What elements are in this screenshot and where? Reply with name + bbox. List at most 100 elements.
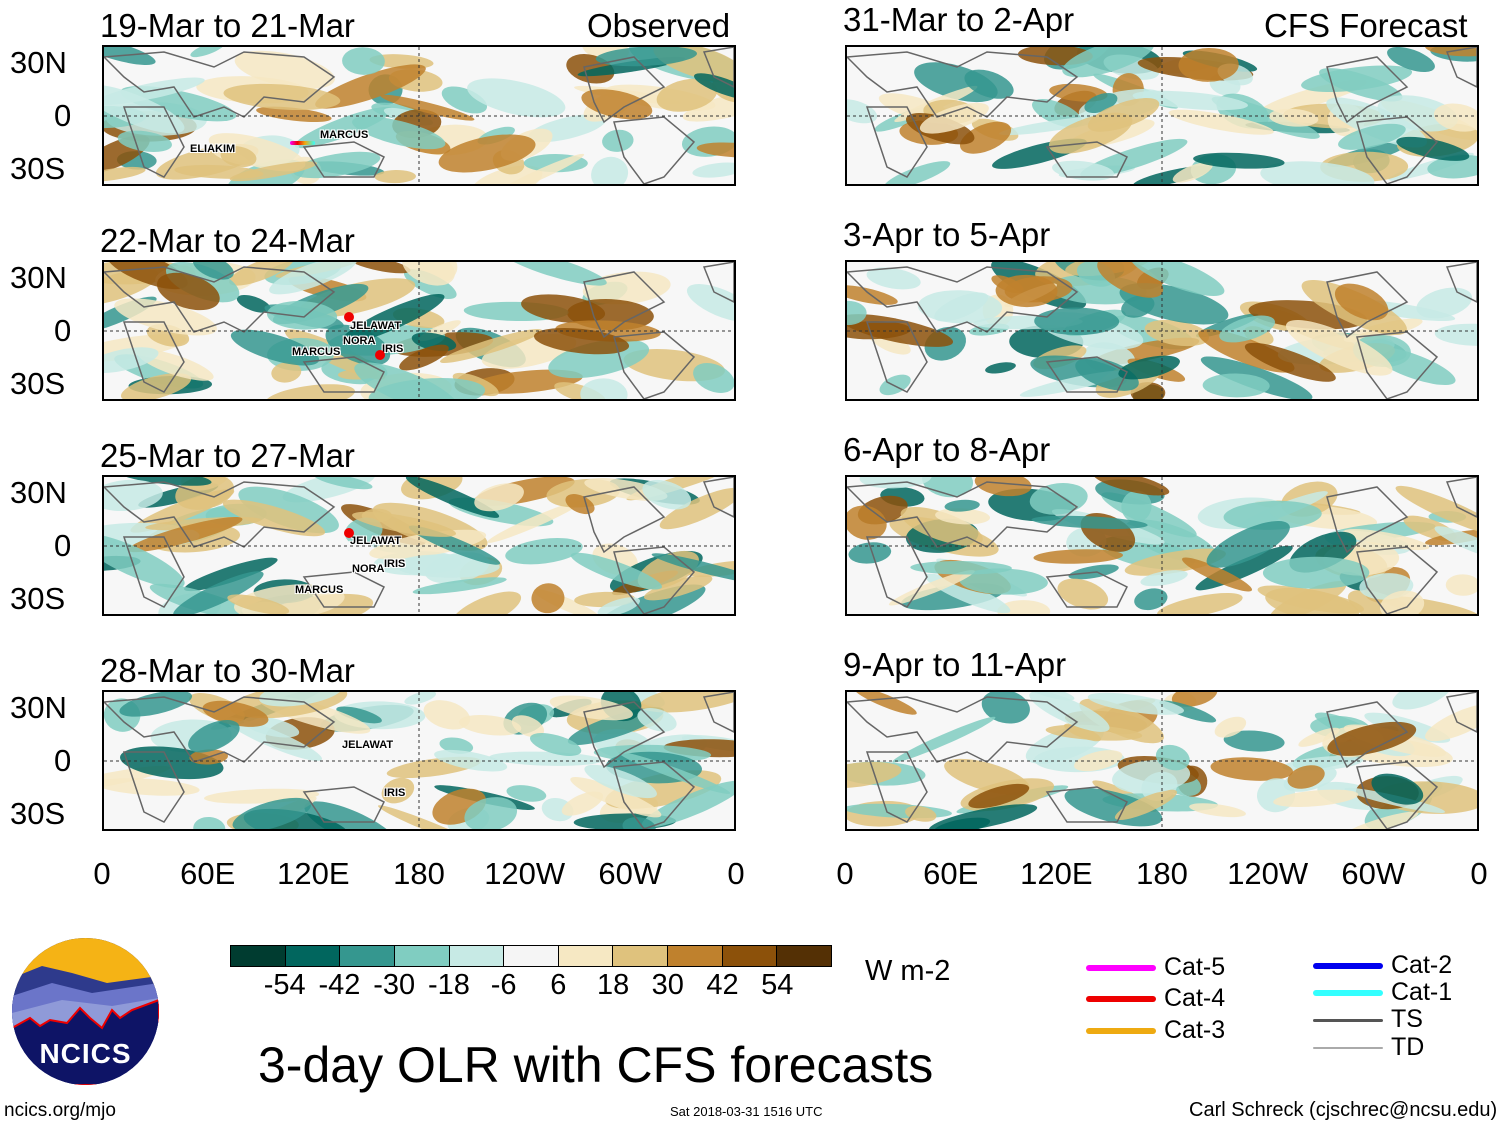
olr-anomaly-blob (1168, 109, 1274, 135)
legend-line-ts (1313, 1018, 1383, 1022)
storm-label: ELIAKIM (190, 143, 236, 155)
coastline (847, 696, 1079, 763)
olr-anomaly-blob (531, 583, 565, 614)
olr-anomaly-blob (847, 99, 878, 124)
olr-anomaly-blob (188, 720, 240, 753)
olr-anomaly-blob (580, 378, 628, 399)
coastline (1445, 692, 1477, 733)
lon-tick-label: 60E (923, 856, 979, 891)
logo-text: NCICS (39, 1038, 132, 1069)
olr-anomaly-blob (269, 262, 358, 295)
olr-anomaly-blob (1260, 161, 1375, 184)
olr-anomaly-blob (173, 571, 264, 614)
olr-anomaly-blob (853, 692, 917, 715)
coastline (1445, 47, 1477, 88)
colorbar-label: 54 (761, 969, 794, 1001)
olr-anomaly-blob (1434, 323, 1477, 346)
panel-date: 31-Mar to 2-Apr (843, 1, 1075, 38)
olr-anomaly-blob (236, 294, 271, 313)
colorbar-swatch (613, 946, 669, 966)
olr-anomaly-blob (1064, 787, 1163, 827)
coastline (865, 751, 928, 823)
coastline (1045, 786, 1129, 823)
lat-tick-label: 0 (54, 313, 72, 348)
olr-anomaly-blob (656, 78, 718, 112)
olr-anomaly-blob (1287, 765, 1325, 789)
olr-anomaly-map (104, 692, 734, 829)
coastline (1045, 141, 1129, 178)
storm-label: IRIS (384, 787, 406, 799)
map-panel (845, 260, 1479, 401)
olr-anomaly-blob (229, 161, 317, 182)
olr-anomaly-blob (1285, 319, 1393, 376)
olr-anomaly-blob (1031, 515, 1148, 529)
olr-anomaly-blob (1087, 692, 1185, 715)
legend-label: TD (1391, 1033, 1425, 1061)
olr-anomaly-blob (265, 384, 355, 399)
olr-anomaly-blob (888, 570, 975, 606)
coastline (1356, 116, 1439, 184)
olr-anomaly-blob (1052, 160, 1115, 181)
colorbar-label: -54 (263, 969, 306, 1001)
olr-anomaly-blob (929, 804, 1038, 829)
olr-anomaly-blob (202, 700, 269, 727)
lon-tick-label: 60E (180, 856, 236, 891)
olr-anomaly-blob (1178, 47, 1239, 82)
lat-tick-label: 30S (10, 151, 66, 186)
coastline (702, 262, 734, 303)
storm-label: MARCUS (295, 584, 344, 596)
olr-anomaly-blob (694, 73, 734, 100)
coastline (122, 536, 185, 608)
coastline (702, 477, 734, 518)
olr-anomaly-blob (1433, 103, 1477, 132)
olr-anomaly-blob (423, 700, 471, 730)
olr-anomaly-blob (1334, 283, 1389, 321)
olr-anomaly-blob (368, 378, 486, 399)
legend-label: TS (1391, 1005, 1423, 1033)
olr-anomaly-blob (692, 162, 734, 178)
lat-tick-label: 30S (10, 366, 66, 401)
olr-anomaly-blob (1182, 557, 1253, 592)
olr-anomaly-blob (238, 486, 339, 534)
colorbar-swatch (668, 946, 723, 966)
olr-anomaly-blob (848, 542, 892, 564)
olr-anomaly-blob (271, 362, 302, 383)
olr-anomaly-blob (506, 785, 547, 802)
olr-anomaly-blob (192, 262, 234, 280)
olr-anomaly-blob (847, 321, 911, 340)
coastline (613, 546, 696, 614)
coastline (847, 266, 1079, 333)
olr-anomaly-blob (659, 487, 734, 530)
olr-anomaly-blob (374, 170, 416, 184)
legend-line-cat-3 (1086, 1028, 1156, 1034)
olr-anomaly-blob (1130, 262, 1225, 296)
colorbar-label: 42 (706, 969, 739, 1001)
map-panel (102, 45, 736, 186)
olr-anomaly-blob (859, 477, 932, 489)
olr-anomaly-blob (905, 805, 937, 822)
olr-anomaly-blob (1210, 757, 1293, 781)
site-link[interactable]: ncics.org/mjo (4, 1100, 116, 1121)
olr-anomaly-blob (104, 479, 163, 512)
olr-anomaly-map (104, 477, 734, 614)
olr-anomaly-blob (440, 329, 543, 363)
olr-anomaly-blob (439, 737, 474, 754)
olr-anomaly-blob (1342, 811, 1419, 829)
storm-label: NORA (352, 563, 385, 575)
cyclone-icon (344, 312, 354, 322)
olr-anomaly-blob (693, 363, 734, 393)
coastline (583, 271, 666, 339)
olr-anomaly-blob (985, 362, 1016, 374)
olr-anomaly-blob (227, 594, 290, 614)
lat-tick-label: 30N (10, 45, 67, 80)
coastline (104, 51, 336, 118)
olr-anomaly-blob (847, 285, 898, 305)
olr-anomaly-blob (595, 47, 697, 67)
olr-anomaly-blob (190, 47, 225, 58)
coastline (702, 47, 734, 88)
olr-anomaly-blob (1172, 162, 1213, 183)
olr-anomaly-blob (104, 47, 156, 65)
olr-anomaly-blob (1189, 803, 1246, 818)
olr-anomaly-blob (549, 695, 633, 721)
olr-anomaly-blob (313, 477, 373, 490)
